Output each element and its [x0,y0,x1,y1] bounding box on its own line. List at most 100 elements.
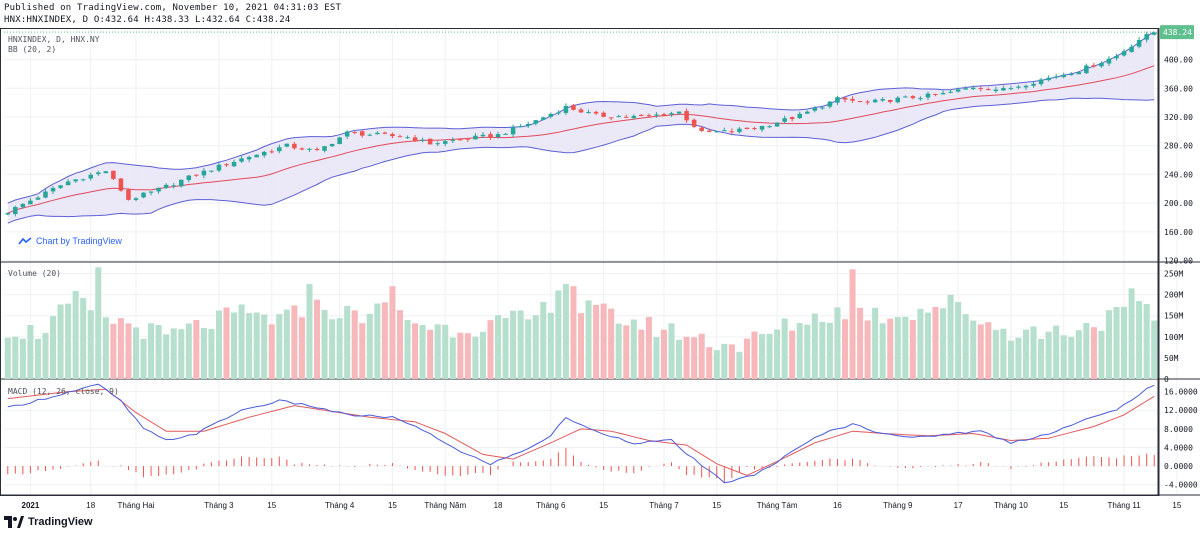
time-axis-tick: 17 [954,501,963,510]
candle-body [337,137,342,144]
volume-bar [638,329,645,379]
candle-body [978,88,984,90]
time-axis-tick: Tháng 3 [204,501,234,510]
candle-body [284,143,290,147]
time-axis-tick: 15 [1059,501,1068,510]
tradingview-cloud-icon [18,237,32,245]
volume-bar [872,307,879,379]
volume-bar [887,318,894,379]
candle-body [714,131,720,133]
volume-bar [110,323,117,379]
candle-body [1099,62,1104,67]
volume-bar [577,313,585,379]
volume-bar [95,267,102,379]
bb-upper-line [7,31,1155,204]
tradingview-logo-text: TradingView [28,516,93,528]
candle-body [118,178,124,191]
symbol-ohlc-line: HNX:HNXINDEX, D O:432.64 H:438.33 L:432.… [4,15,291,25]
volume-bar [826,322,833,379]
volume-bar [789,330,796,379]
volume-bar [517,310,524,379]
candle-body [1121,51,1127,56]
candle-body [442,141,448,144]
candle-body [367,134,373,136]
volume-bar [178,329,185,379]
volume-bar [676,339,683,379]
last-price-label: 438.24 [1163,28,1192,37]
volume-bar [253,312,260,379]
candle-body [925,93,931,98]
candle-body [5,213,11,215]
price-axis-tick: 320.00 [1164,113,1193,122]
volume-bar [736,351,743,379]
volume-bar [464,333,471,379]
volume-axis-tick: 100M [1164,333,1183,342]
candle-body [412,137,418,142]
chart-by-tradingview[interactable]: Chart by TradingView [18,236,122,246]
price-axis-tick: 160.00 [1164,228,1193,237]
volume-bar [1060,335,1067,379]
volume-axis-tick: 150M [1164,312,1183,321]
tradingview-brand[interactable]: TradingView [4,514,93,530]
volume-bar [472,336,479,379]
candle-body [352,132,357,134]
volume-bar [80,298,87,379]
volume-bar [630,319,637,379]
candle-body [299,148,305,150]
volume-bar [1113,307,1120,379]
candle-body [103,171,109,174]
volume-bar [396,310,403,379]
candle-body [684,111,689,121]
candle-body [382,132,388,134]
volume-bar [193,319,200,379]
candle-body [593,111,599,114]
candle-body [955,89,961,92]
candle-body [58,185,63,188]
candle-body [782,118,787,122]
candle-body [1038,79,1044,85]
volume-bar [683,336,690,379]
time-axis-tick: 15 [267,501,276,510]
volume-bar [841,319,849,379]
volume-bar [117,318,124,379]
volume-bar [366,313,373,379]
volume-bar [404,320,411,379]
candle-body [616,116,621,118]
candle-body [148,191,154,193]
candle-body [458,139,463,141]
volume-bar [562,284,569,379]
volume-bar [140,338,147,379]
time-axis-tick: Tháng Năm [424,501,466,510]
volume-bar [909,319,916,379]
candle-body [503,133,508,135]
candle-body [450,140,456,142]
time-axis-tick: 2021 [22,501,40,510]
candle-body [1046,77,1051,81]
volume-bar [351,310,358,379]
volume-bar [721,343,728,379]
volume-bar [532,315,539,379]
candle-body [933,93,938,95]
volume-bar [857,307,864,379]
candle-body [156,187,161,192]
candle-body [20,203,26,208]
candle-body [556,112,561,114]
volume-bar [291,305,298,379]
candle-body [141,192,146,198]
volume-bar [555,290,562,379]
candle-body [631,115,637,119]
candle-body [329,143,335,147]
volume-bar [246,313,253,379]
candle-body [111,170,116,179]
candle-body [28,200,33,205]
volume-bar [1022,329,1030,379]
volume-bar [223,307,230,379]
candle-body [812,107,818,111]
volume-bar [34,338,41,379]
candle-body [224,164,229,166]
macd-axis-tick: 0.0000 [1164,462,1193,471]
price-axis-tick: 120.00 [1164,257,1193,266]
volume-bar [759,334,766,379]
volume-bar [268,324,275,379]
